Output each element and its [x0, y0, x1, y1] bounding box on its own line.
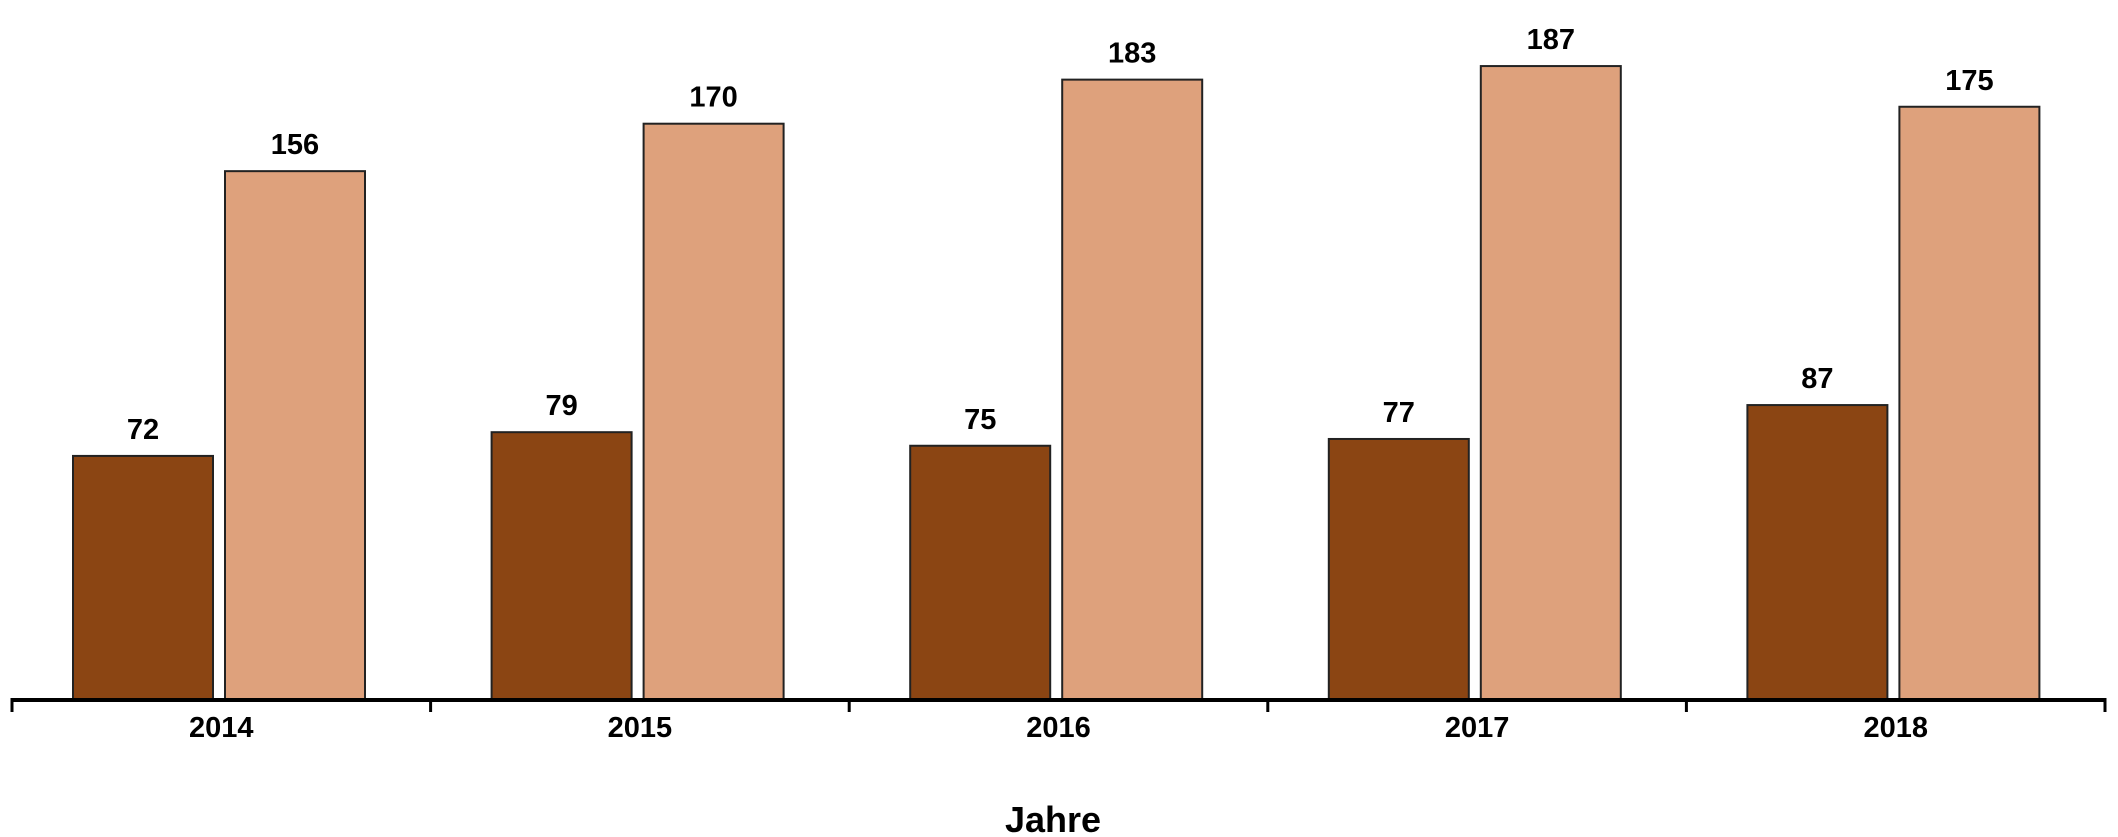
bar-series1-2015: [490, 431, 633, 701]
bars-layer: [72, 65, 2041, 702]
bar-series1-2017: [1327, 437, 1470, 701]
data-label-series2-2015: 170: [689, 82, 737, 114]
x-tick-label-2017: 2017: [1445, 712, 1510, 744]
data-labels-layer: 72 156 79 170 75 183 77 187 87 175: [127, 24, 1994, 446]
x-tick-label-2018: 2018: [1863, 712, 1928, 744]
bar-series1-2014: [72, 454, 214, 702]
data-label-series2-2016: 183: [1108, 38, 1156, 70]
data-label-series1-2018: 87: [1801, 363, 1833, 395]
data-label-series2-2014: 156: [271, 129, 319, 161]
data-label-series1-2017: 77: [1383, 397, 1415, 429]
x-axis-title: Jahre: [1005, 799, 1101, 837]
data-label-series1-2016: 75: [964, 404, 996, 436]
bar-series1-2018: [1746, 404, 1889, 701]
bar-series2-2018: [1898, 105, 2041, 701]
data-label-series2-2018: 175: [1945, 65, 1993, 97]
bar-series2-2015: [642, 122, 785, 701]
x-tick-label-2015: 2015: [608, 712, 673, 744]
x-tick-label-2014: 2014: [189, 712, 254, 744]
data-label-series1-2014: 72: [127, 414, 159, 446]
x-tick-label-2016: 2016: [1026, 712, 1091, 744]
x-axis: 2014 2015 2016 2017 2018: [10, 698, 2107, 744]
data-label-series1-2015: 79: [545, 390, 577, 422]
bar-series2-2017: [1479, 65, 1622, 701]
data-label-series2-2017: 187: [1527, 24, 1575, 56]
bar-series2-2016: [1061, 78, 1204, 701]
bar-series2-2014: [224, 170, 366, 702]
bar-series1-2016: [909, 444, 1052, 701]
